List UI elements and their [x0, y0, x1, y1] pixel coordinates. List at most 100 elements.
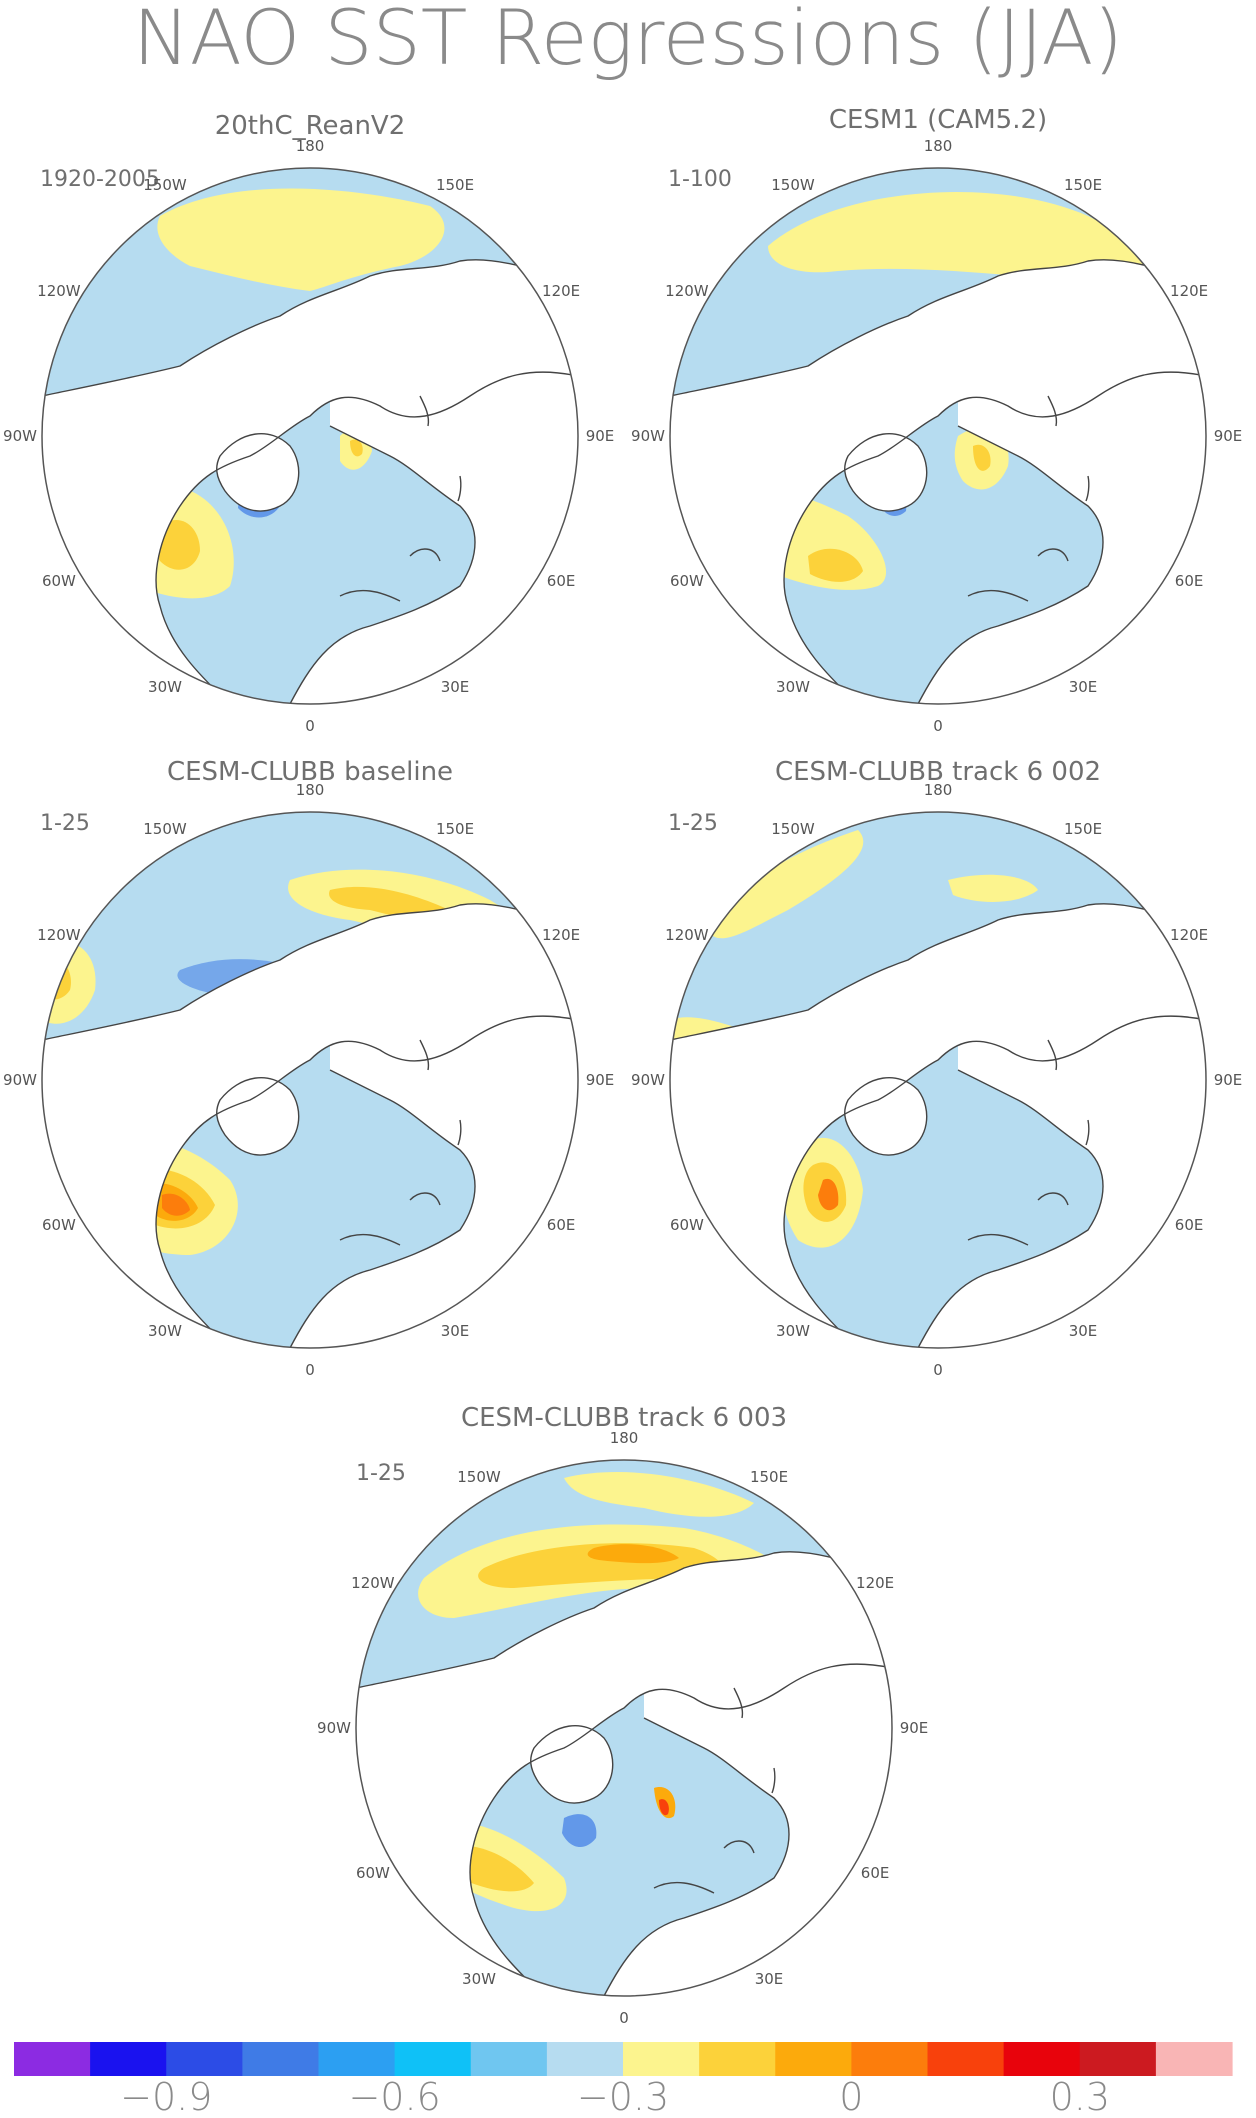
- panel-title: CESM-CLUBB track 6 003: [461, 1403, 787, 1433]
- lon-label: 120E: [542, 926, 580, 944]
- lon-label: 180: [296, 781, 325, 799]
- lon-label: 90E: [586, 1071, 615, 1089]
- lon-label: 120E: [856, 1574, 894, 1592]
- lon-label: 150E: [750, 1468, 788, 1486]
- map-border: [669, 167, 1207, 705]
- lon-label: 60W: [42, 1216, 76, 1234]
- lon-label: 30W: [148, 1322, 182, 1340]
- panel-2: CESM1 (CAM5.2) 1-100 180 150E 120E 90E 60E 30…: [631, 105, 1242, 735]
- lon-label: 120E: [1170, 282, 1208, 300]
- lon-label: 90W: [3, 1071, 37, 1089]
- lon-labels: 180 150E 120E 90E 60E 30E 0 30W 60W 90W 120W 150W: [631, 781, 1242, 1379]
- colorbar-swatch: [699, 2042, 776, 2076]
- lon-labels: 180 150E 120E 90E 60E 30E 0 30W 60W 90W 120W 150W: [3, 137, 614, 735]
- lon-label: 0: [619, 2009, 629, 2027]
- lon-label: 30E: [441, 1322, 470, 1340]
- lon-label: 120E: [1170, 926, 1208, 944]
- map-border: [355, 1459, 893, 1997]
- lon-label: 150E: [1064, 176, 1102, 194]
- colorbar-swatch: [1003, 2042, 1081, 2076]
- colorbar-swatch: [242, 2042, 320, 2076]
- polar-map: [669, 167, 1207, 705]
- lon-label: 30E: [441, 678, 470, 696]
- lon-label: 150E: [1064, 820, 1102, 838]
- panel-period: 1-25: [668, 811, 718, 836]
- lon-label: 60E: [547, 1216, 576, 1234]
- lon-label: 90E: [586, 427, 615, 445]
- lon-label: 0: [933, 717, 943, 735]
- lon-label: 60E: [547, 572, 576, 590]
- polar-map: [41, 811, 579, 1349]
- lon-label: 30W: [462, 1970, 496, 1988]
- lon-label: 150E: [436, 176, 474, 194]
- lon-label: 30W: [776, 1322, 810, 1340]
- lon-label: 150W: [457, 1468, 501, 1486]
- colorbar-swatch: [90, 2042, 167, 2076]
- map-border: [41, 811, 579, 1349]
- lon-label: 30E: [755, 1970, 784, 1988]
- lon-label: 0: [933, 1361, 943, 1379]
- lon-label: 120W: [665, 282, 709, 300]
- colorbar-tick-label: −0.6: [348, 2075, 440, 2118]
- colorbar-swatch: [470, 2042, 548, 2076]
- panel-title: CESM1 (CAM5.2): [829, 105, 1047, 135]
- lon-label: 120W: [351, 1574, 395, 1592]
- panel-period: 1-100: [668, 167, 732, 192]
- colorbar-swatch: [166, 2042, 243, 2076]
- lon-label: 0: [305, 717, 315, 735]
- colorbar: [14, 2042, 1233, 2076]
- polar-map: [41, 167, 579, 705]
- colorbar-swatch: [546, 2042, 624, 2076]
- lon-label: 90W: [317, 1719, 351, 1737]
- lon-label: 180: [296, 137, 325, 155]
- panel-period: 1920-2005: [40, 167, 160, 192]
- map-border: [41, 167, 579, 705]
- panel-period: 1-25: [356, 1461, 406, 1486]
- panel-1: 20thC_ReanV2 1920-2005 180 150E 120E 90E 60E…: [3, 111, 614, 735]
- lon-labels: 180 150E 120E 90E 60E 30E 0 30W 60W 90W 120W 150W: [631, 137, 1242, 735]
- colorbar-swatch: [14, 2042, 91, 2076]
- colorbar-swatch: [394, 2042, 472, 2076]
- lon-label: 180: [924, 781, 953, 799]
- lon-label: 30W: [776, 678, 810, 696]
- lon-label: 90W: [631, 1071, 665, 1089]
- colorbar-swatch: [1155, 2042, 1233, 2076]
- panel-4: CESM-CLUBB track 6 002 1-25 180 150E 120E 9…: [631, 757, 1242, 1379]
- colorbar-swatch: [775, 2042, 852, 2076]
- lon-label: 60E: [861, 1864, 890, 1882]
- colorbar-tick-label: −0.9: [120, 2075, 212, 2118]
- lon-label: 90E: [900, 1719, 929, 1737]
- lon-label: 90W: [3, 427, 37, 445]
- lon-label: 120W: [665, 926, 709, 944]
- lon-labels: 180 150E 120E 90E 60E 30E 0 30W 60W 90W 120W 150W: [317, 1429, 928, 2027]
- lon-label: 60E: [1175, 572, 1204, 590]
- lon-label: 60W: [356, 1864, 390, 1882]
- lon-label: 90E: [1214, 427, 1243, 445]
- lon-label: 180: [924, 137, 953, 155]
- lon-label: 0: [305, 1361, 315, 1379]
- colorbar-tick-labels: −0.9−0.6−0.300.30.60.9: [120, 2075, 1110, 2118]
- lon-label: 60E: [1175, 1216, 1204, 1234]
- colorbar-tick-label: 0: [839, 2075, 863, 2118]
- lon-label: 150W: [143, 176, 187, 194]
- colorbar-swatch: [927, 2042, 1005, 2076]
- lon-label: 120E: [542, 282, 580, 300]
- lon-label: 150W: [771, 176, 815, 194]
- lon-label: 120W: [37, 926, 81, 944]
- lon-label: 150W: [143, 820, 187, 838]
- panel-title: 20thC_ReanV2: [215, 111, 406, 141]
- lon-label: 180: [610, 1429, 639, 1447]
- lon-label: 150W: [771, 820, 815, 838]
- polar-map: [669, 811, 1207, 1349]
- lon-label: 60W: [670, 572, 704, 590]
- panel-5: CESM-CLUBB track 6 003 1-25 180 150E: [317, 1403, 928, 2027]
- panel-title: CESM-CLUBB track 6 002: [775, 757, 1101, 787]
- colorbar-tick-label: −0.3: [577, 2075, 669, 2118]
- colorbar-swatch: [1079, 2042, 1157, 2076]
- colorbar-swatch: [318, 2042, 396, 2076]
- lon-label: 30E: [1069, 1322, 1098, 1340]
- lon-label: 120W: [37, 282, 81, 300]
- figure-title: NAO SST Regressions (JJA): [133, 0, 1123, 82]
